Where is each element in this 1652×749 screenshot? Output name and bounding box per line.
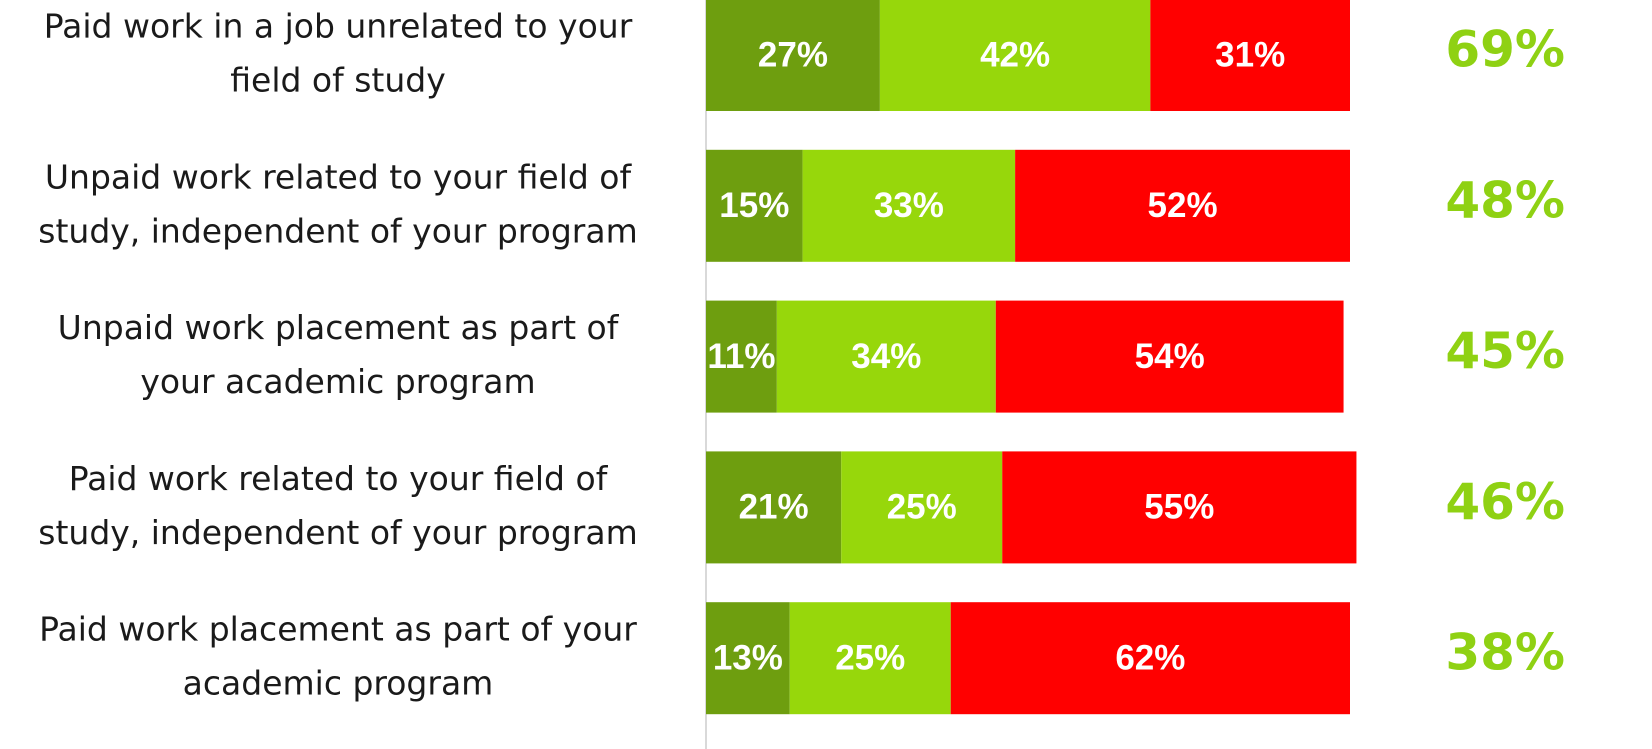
bar-segment — [789, 602, 951, 715]
segment-label: 31% — [1215, 35, 1285, 74]
segment-label: 42% — [980, 35, 1050, 74]
bar-segment — [841, 451, 1003, 564]
segment-label: 15% — [719, 186, 789, 225]
bar-segment — [706, 451, 842, 564]
bar-segment — [995, 300, 1344, 413]
bar-segment — [776, 300, 996, 413]
segment-label: 54% — [1135, 337, 1205, 376]
total-label: 45% — [1445, 322, 1565, 380]
bar-segment — [706, 300, 777, 413]
category-label: Unpaid work related to your field of — [45, 157, 633, 196]
segment-label: 25% — [887, 488, 957, 527]
segment-label: 55% — [1144, 488, 1214, 527]
segment-label: 21% — [739, 488, 809, 527]
bar-segment — [706, 0, 880, 111]
bar-segment — [1015, 149, 1350, 262]
segment-label: 33% — [874, 186, 944, 225]
total-label: 69% — [1445, 21, 1565, 79]
segment-label: 11% — [707, 337, 775, 376]
total-label: 38% — [1445, 624, 1565, 682]
category-label: your academic program — [140, 362, 535, 401]
segment-label: 34% — [851, 337, 921, 376]
category-label: Paid work placement as part of your — [39, 610, 637, 649]
total-label: 46% — [1445, 473, 1565, 531]
category-label: Unpaid work placement as part of — [58, 308, 620, 347]
category-label: field of study — [230, 61, 446, 100]
bar-segment — [706, 602, 790, 715]
bar-segment — [879, 0, 1151, 111]
bar-segment — [802, 149, 1016, 262]
category-label: Paid work in a job unrelated to your — [44, 7, 633, 46]
segment-label: 52% — [1148, 186, 1218, 225]
category-label: academic program — [183, 664, 494, 703]
bar-segment — [706, 149, 803, 262]
bar-segment — [1150, 0, 1350, 111]
bar-segment — [950, 602, 1350, 715]
segment-label: 27% — [758, 35, 828, 74]
segment-label: 13% — [713, 638, 783, 677]
segment-label: 25% — [835, 638, 905, 677]
category-label: Paid work related to your field of — [69, 459, 609, 498]
segment-label: 62% — [1115, 638, 1185, 677]
category-label: study, independent of your program — [38, 211, 637, 250]
category-label: study, independent of your program — [38, 513, 637, 552]
total-label: 48% — [1445, 171, 1565, 229]
bar-segment — [1002, 451, 1357, 564]
